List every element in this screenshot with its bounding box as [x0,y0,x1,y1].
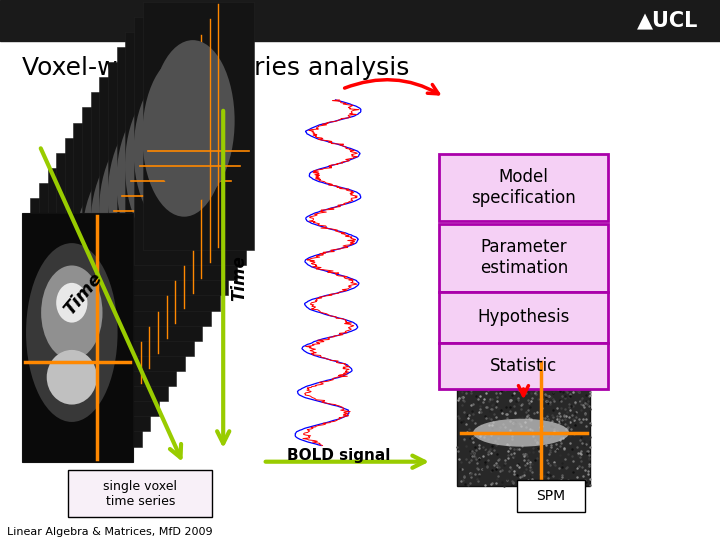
Ellipse shape [82,161,166,322]
Bar [91,92,202,341]
Bar [457,359,590,486]
Bar [108,62,220,310]
FancyBboxPatch shape [517,480,585,512]
Ellipse shape [151,40,235,201]
Ellipse shape [41,266,102,360]
Bar [39,183,150,431]
Text: Hypothesis: Hypothesis [477,308,570,326]
Ellipse shape [56,283,87,322]
Text: Linear Algebra & Matrices, MfD 2009: Linear Algebra & Matrices, MfD 2009 [7,527,213,537]
Text: ▲UCL: ▲UCL [637,10,698,30]
Ellipse shape [99,131,183,292]
Ellipse shape [125,85,209,247]
Bar [82,107,194,356]
Ellipse shape [47,350,97,404]
Bar [56,153,168,401]
Text: single voxel
time series: single voxel time series [104,480,177,508]
Text: Time: Time [230,255,248,301]
Text: SPM: SPM [536,489,565,503]
Bar [134,17,246,265]
Text: Parameter
estimation: Parameter estimation [480,239,568,277]
Bar [0,0,720,40]
Ellipse shape [117,100,200,262]
Ellipse shape [134,70,217,232]
Text: BOLD signal: BOLD signal [287,448,390,463]
FancyBboxPatch shape [439,292,608,343]
Text: Model
specification: Model specification [472,168,576,207]
Text: Time: Time [60,269,106,319]
Bar [48,168,159,416]
Bar [99,77,211,326]
Ellipse shape [39,237,122,398]
Ellipse shape [108,116,192,277]
Bar [125,32,237,280]
Text: Statistic: Statistic [490,357,557,375]
Bar [30,198,142,447]
Bar [73,123,185,371]
Bar [117,47,228,295]
Ellipse shape [56,206,140,368]
Ellipse shape [473,418,569,447]
FancyBboxPatch shape [68,470,212,517]
Ellipse shape [73,176,157,338]
Ellipse shape [26,243,117,422]
Ellipse shape [91,146,174,307]
Text: Voxel-wise time series analysis: Voxel-wise time series analysis [22,56,409,79]
Bar [65,138,176,386]
FancyBboxPatch shape [439,224,608,292]
Ellipse shape [65,191,148,353]
FancyBboxPatch shape [439,154,608,221]
Bar [143,2,254,250]
Ellipse shape [48,221,131,383]
Bar [22,213,133,462]
Ellipse shape [143,55,226,217]
FancyBboxPatch shape [439,343,608,389]
